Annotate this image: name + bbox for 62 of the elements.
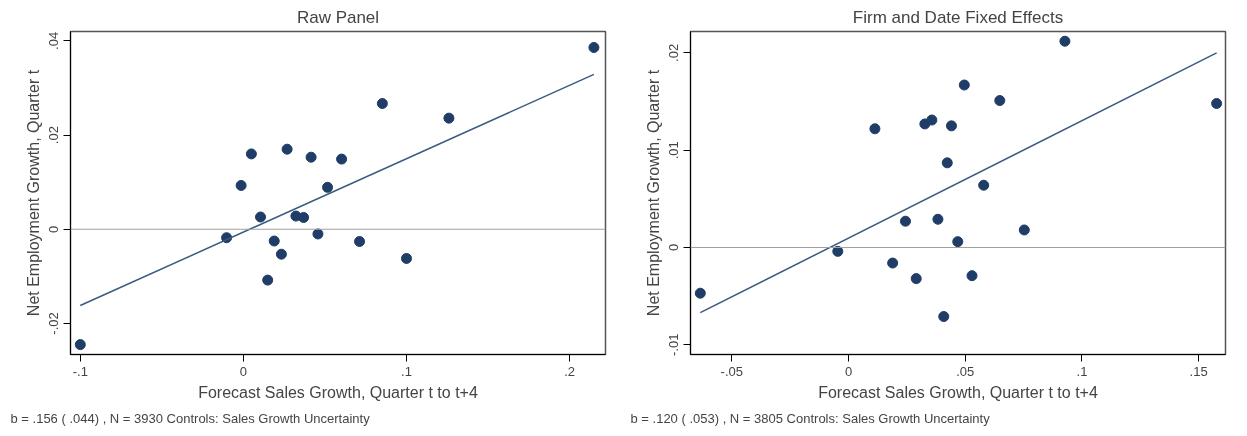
point (401, 252, 413, 264)
text: b = .156 ( .044) , N = 3930 Controls: Sales Growth Uncertainty (10, 410, 371, 426)
x-tick-label: .1 (401, 363, 412, 379)
point (245, 148, 257, 160)
point (1211, 98, 1223, 109)
point (322, 181, 334, 193)
y-tick-label: .02 (46, 126, 62, 145)
point (952, 236, 964, 248)
y-tick-label: 0 (666, 243, 682, 252)
point (354, 236, 366, 247)
point (268, 235, 280, 247)
y-axis-title: Net Employment Growth, Quarter t (644, 69, 662, 317)
y-tick-label: .02 (666, 43, 682, 62)
point (869, 123, 881, 135)
point (443, 112, 455, 124)
point (312, 228, 324, 240)
point (376, 98, 388, 110)
point (281, 143, 293, 155)
x-tick-label: .2 (564, 363, 576, 379)
point (255, 211, 267, 223)
x-tick-label: .15 (1189, 363, 1208, 379)
chart-title: Raw Panel (296, 7, 380, 27)
y-tick-label: 0 (46, 225, 62, 233)
point (275, 248, 287, 260)
point (994, 95, 1006, 107)
y-tick-label: -.02 (46, 312, 62, 335)
point (1018, 224, 1030, 236)
y-tick-label: .01 (666, 141, 682, 160)
point (74, 339, 86, 351)
point (305, 151, 317, 163)
text: b = .120 ( .053) , N = 3805 Controls: Sales Growth Uncertainty (630, 410, 991, 426)
x-tick-label: .05 (956, 363, 975, 379)
x-axis-title: Forecast Sales Growth, Quarter t to t+4 (818, 383, 1098, 401)
point (588, 42, 600, 53)
point (262, 274, 274, 286)
point (235, 179, 247, 191)
point (938, 311, 950, 323)
point (978, 179, 990, 191)
y-tick-label: .04 (46, 31, 62, 50)
x-tick-label: -.1 (72, 363, 88, 379)
point (336, 153, 348, 165)
x-tick-label: 0 (844, 363, 853, 379)
chart-title: Firm and Date Fixed Effects (852, 7, 1064, 27)
point (694, 287, 706, 299)
x-tick-label: 0 (239, 363, 248, 379)
point (941, 157, 953, 169)
point (832, 245, 844, 257)
point (298, 211, 310, 223)
point (932, 213, 944, 225)
point (958, 79, 970, 91)
x-axis-title: Forecast Sales Growth, Quarter t to t+4 (198, 383, 478, 401)
point (910, 273, 922, 285)
point (1059, 35, 1071, 47)
point (887, 257, 899, 269)
y-axis-title: Net Employment Growth, Quarter t (24, 69, 42, 317)
point (945, 120, 957, 132)
x-tick-label: -.05 (720, 363, 744, 379)
point (926, 114, 938, 126)
point (966, 270, 978, 282)
x-tick-label: .1 (1076, 363, 1088, 379)
y-tick-label: -.01 (666, 333, 682, 356)
point (899, 215, 911, 227)
